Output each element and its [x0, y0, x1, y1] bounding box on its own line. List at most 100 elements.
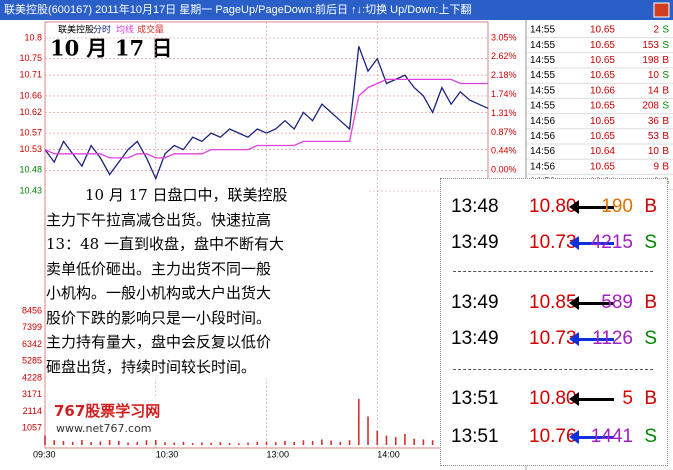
- trade-cell: 10.64: [590, 146, 615, 157]
- zoom-time: 13:51: [451, 388, 499, 409]
- volume-bar: [256, 441, 259, 445]
- zoom-time: 13:49: [451, 328, 499, 349]
- volume-bar: [330, 440, 332, 445]
- volume-tick-label: 5285: [22, 356, 42, 366]
- y2-tick-label: 2.18%: [491, 70, 517, 80]
- zoom-volume: 5: [622, 388, 633, 409]
- note-line: 主力持有量大，盘中会反复以低价: [46, 333, 272, 351]
- volume-tick-label: 6342: [22, 339, 42, 349]
- volume-bar: [274, 442, 277, 445]
- volume-tick-label: 1057: [22, 423, 42, 433]
- zoom-side: B: [644, 388, 657, 409]
- zoom-arrow: [574, 436, 614, 439]
- trade-cell: 14:55: [530, 25, 555, 36]
- trade-cell: 10.65: [590, 70, 615, 81]
- price-line: [44, 46, 489, 181]
- zoom-row: 13:49 10.73 1126 S: [441, 325, 667, 355]
- zoom-price: 10.80: [529, 196, 577, 217]
- trade-cell: B: [662, 146, 669, 157]
- zoom-price: 10.73: [529, 328, 577, 349]
- note-line: 股价下跌的影响只是一小段时间。: [46, 308, 272, 327]
- logo-name: 767股票学习网: [54, 402, 161, 420]
- y-tick-label: 10.75: [19, 53, 42, 63]
- trade-cell: 10.65: [590, 40, 615, 51]
- y2-tick-label: 0.87%: [491, 127, 517, 137]
- y2-tick-label: 3.05%: [491, 32, 517, 42]
- note-line: 砸盘出货，持续时间较长时间。: [46, 357, 257, 376]
- zoom-volume: 1126: [592, 328, 633, 349]
- price-line: [44, 78, 488, 159]
- y-tick-label: 10.71: [19, 70, 42, 80]
- y2-tick-label: 0.00%: [491, 165, 517, 175]
- y-tick-label: 10.43: [19, 185, 42, 195]
- volume-bar: [71, 441, 74, 445]
- trade-cell: 14:55: [530, 85, 555, 96]
- avg-label: 均线: [116, 23, 134, 34]
- window-title: 联美控股(600167) 2011年10月17日 星期一 PageUp/Page…: [4, 2, 471, 16]
- trade-cell: 10.65: [590, 25, 615, 36]
- trade-cell: 14:56: [530, 161, 555, 172]
- trade-cell: B: [662, 116, 669, 127]
- trade-cell: 53: [648, 131, 660, 142]
- volume-bar: [413, 438, 415, 445]
- zoom-side: S: [644, 232, 657, 253]
- volume-tick-label: 4228: [22, 372, 42, 382]
- volume-bar: [293, 441, 295, 445]
- y-tick-label: 10.62: [19, 107, 42, 117]
- trade-cell: 2: [653, 25, 659, 36]
- close-button[interactable]: [653, 2, 670, 18]
- zoom-side: S: [644, 426, 657, 447]
- date-caption: 10 月 17 日: [50, 36, 172, 61]
- trade-cell: 9: [653, 161, 659, 172]
- note-line: 13：48 一直到收盘，盘中不断有大: [46, 235, 284, 253]
- volume-bar: [238, 443, 240, 445]
- volume-bar: [247, 442, 249, 445]
- volume-bar: [357, 399, 360, 445]
- volume-bar: [385, 435, 388, 445]
- logo: 767股票学习网 www.net767.com: [52, 398, 192, 440]
- trade-cell: B: [662, 161, 669, 172]
- zoom-side: S: [644, 328, 657, 349]
- volume-bar: [348, 440, 351, 445]
- x-tick-label: 10:30: [156, 449, 179, 459]
- trade-cell: 14:56: [530, 146, 555, 157]
- volume-bar: [284, 440, 286, 445]
- trade-cell: 14:55: [530, 40, 555, 51]
- zoom-time: 13:51: [451, 426, 499, 447]
- trade-cell: 10.65: [590, 116, 615, 127]
- zoom-arrowhead: [569, 332, 579, 346]
- trade-cell: 10.65: [590, 101, 615, 112]
- trade-cell: B: [662, 131, 669, 142]
- y-tick-label: 10.8: [24, 32, 42, 42]
- trade-cell: S: [662, 25, 669, 36]
- x-tick-label: 09:30: [33, 449, 56, 459]
- volume-bar: [228, 443, 231, 445]
- volume-tick-label: 8456: [22, 305, 42, 315]
- trade-cell: 10: [648, 146, 660, 157]
- zoom-side: B: [644, 196, 657, 217]
- volume-bar: [136, 441, 139, 445]
- note-line: 10 月 17 日盘口中，联美控股: [85, 186, 288, 204]
- vol-label: 成交量: [137, 23, 164, 34]
- note-line: 小机构。一般小机构或大户出货大: [46, 284, 272, 302]
- volume-bar: [265, 441, 268, 445]
- zoom-price: 10.73: [529, 232, 577, 253]
- zoom-row: 13:51 10.76 1441 S: [441, 423, 667, 453]
- trade-cell: 208: [642, 101, 659, 112]
- mode-label: 分时: [93, 23, 111, 34]
- volume-bar: [164, 442, 166, 445]
- zoom-box: 13:48 10.80 190 B 13:49 10.73 4215 S 13:49 10.85 5…: [440, 178, 668, 466]
- volume-bar: [173, 442, 176, 445]
- title-bar: [0, 0, 673, 20]
- zoom-arrow: [574, 242, 614, 245]
- zoom-time: 13:49: [451, 292, 499, 313]
- zoom-arrow: [574, 302, 614, 305]
- volume-bar: [90, 442, 92, 445]
- zoom-arrowhead: [569, 296, 579, 310]
- trade-cell: 36: [648, 116, 660, 127]
- y2-tick-label: 1.74%: [491, 89, 517, 99]
- volume-bar: [201, 442, 203, 445]
- y2-tick-label: 1.31%: [491, 108, 517, 118]
- volume-bar: [191, 443, 194, 445]
